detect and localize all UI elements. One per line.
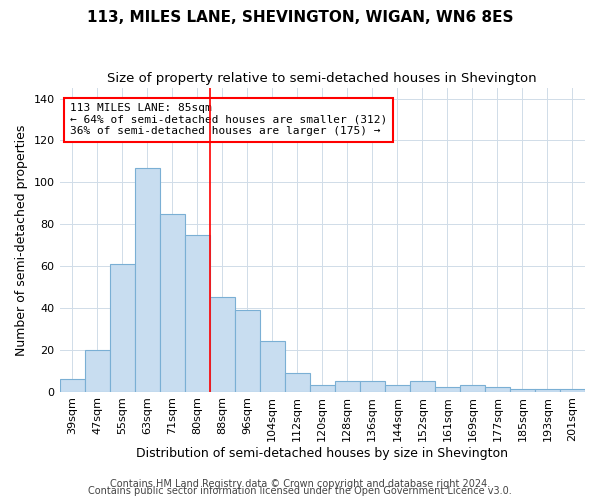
Title: Size of property relative to semi-detached houses in Shevington: Size of property relative to semi-detach…: [107, 72, 537, 86]
Bar: [59, 379, 85, 392]
Bar: [310, 386, 335, 392]
Bar: [535, 390, 560, 392]
Text: Contains public sector information licensed under the Open Government Licence v3: Contains public sector information licen…: [88, 486, 512, 496]
Bar: [85, 350, 110, 392]
Bar: [209, 298, 235, 392]
Y-axis label: Number of semi-detached properties: Number of semi-detached properties: [15, 124, 28, 356]
Bar: [160, 214, 185, 392]
Bar: [435, 388, 460, 392]
Text: 113, MILES LANE, SHEVINGTON, WIGAN, WN6 8ES: 113, MILES LANE, SHEVINGTON, WIGAN, WN6 …: [87, 10, 513, 25]
Bar: [260, 342, 285, 392]
Bar: [410, 381, 435, 392]
Bar: [134, 168, 160, 392]
Bar: [185, 234, 209, 392]
Bar: [235, 310, 260, 392]
Bar: [485, 388, 510, 392]
Text: Contains HM Land Registry data © Crown copyright and database right 2024.: Contains HM Land Registry data © Crown c…: [110, 479, 490, 489]
X-axis label: Distribution of semi-detached houses by size in Shevington: Distribution of semi-detached houses by …: [136, 447, 508, 460]
Bar: [285, 372, 310, 392]
Bar: [460, 386, 485, 392]
Text: 113 MILES LANE: 85sqm
← 64% of semi-detached houses are smaller (312)
36% of sem: 113 MILES LANE: 85sqm ← 64% of semi-deta…: [70, 103, 388, 136]
Bar: [560, 390, 585, 392]
Bar: [360, 381, 385, 392]
Bar: [510, 390, 535, 392]
Bar: [385, 386, 410, 392]
Bar: [110, 264, 134, 392]
Bar: [335, 381, 360, 392]
